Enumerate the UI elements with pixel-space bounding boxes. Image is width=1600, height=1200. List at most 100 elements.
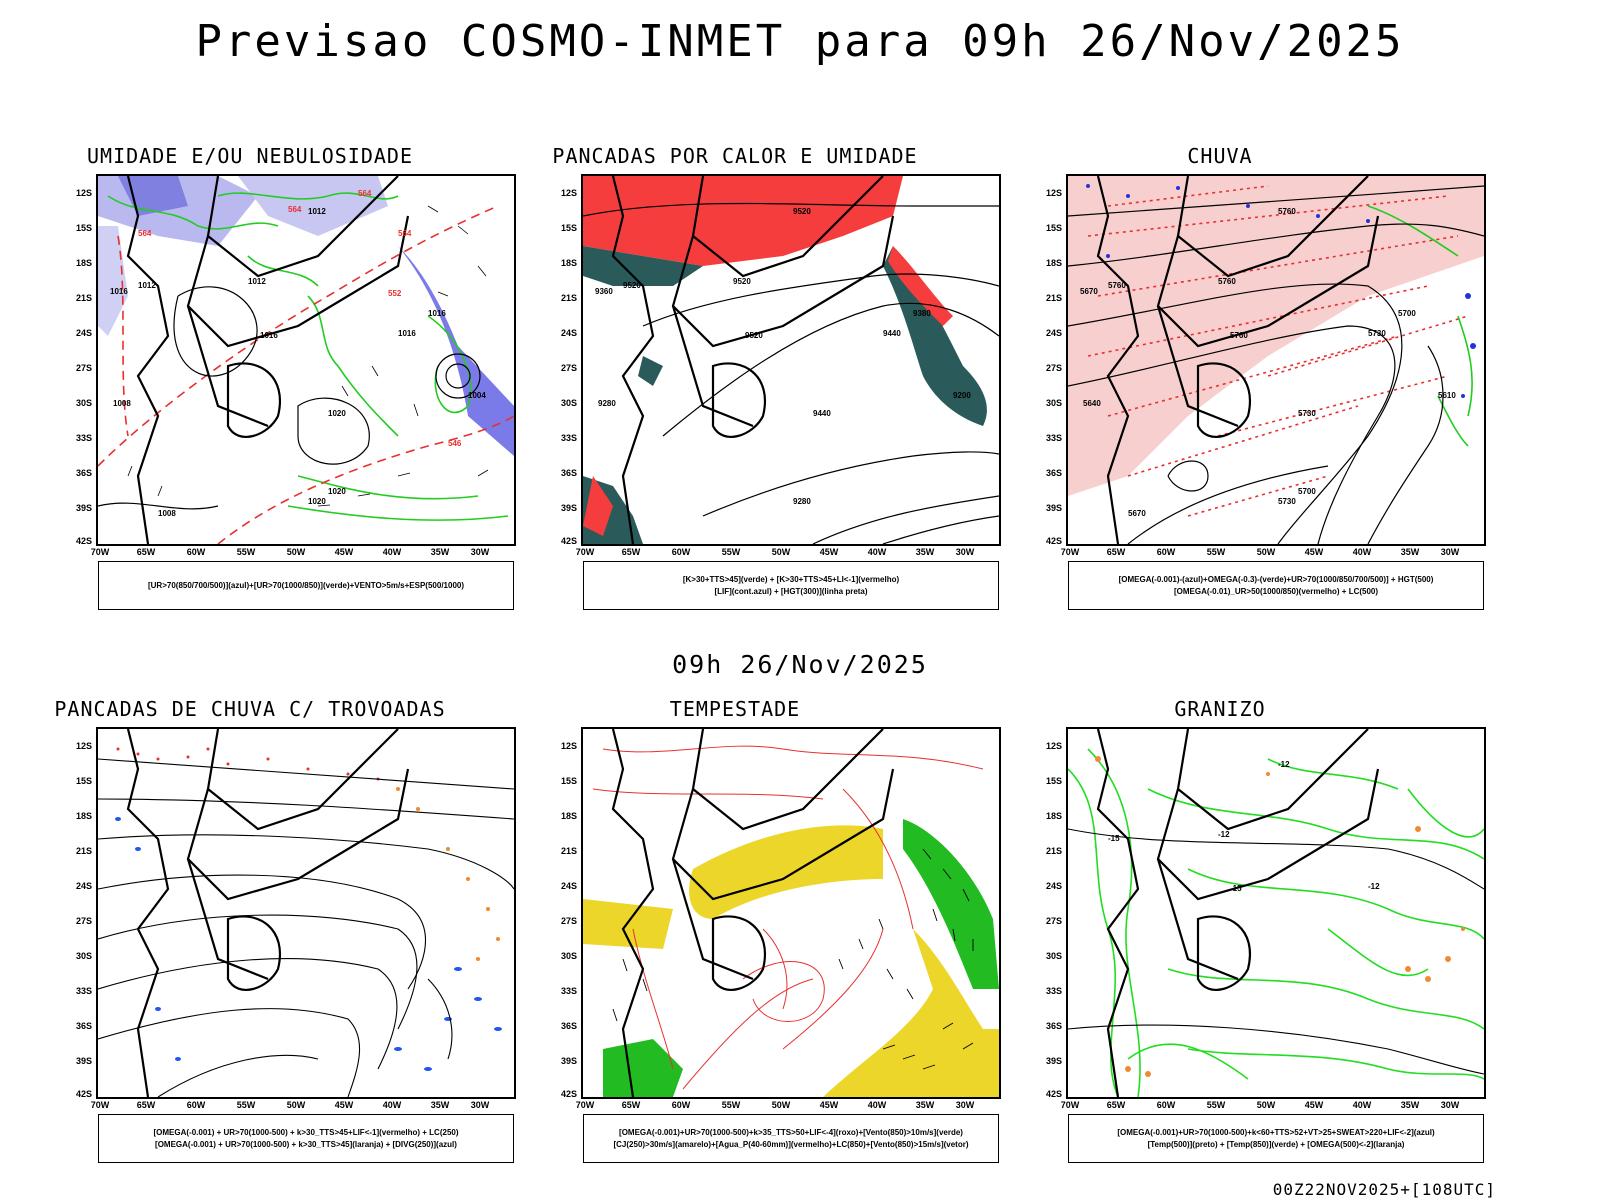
contour-value-label: 1016 — [260, 331, 278, 340]
legend-line: [OMEGA(-0.01)_UR>50(1000/850)(vermelho) … — [1173, 586, 1379, 596]
lon-tick-label: 45W — [1304, 1100, 1324, 1110]
lon-tick-label: 55W — [236, 547, 256, 557]
contour-value-label: 9520 — [745, 331, 763, 340]
lon-tick-label: 65W — [1106, 547, 1126, 557]
contour-value-label: 5700 — [1298, 487, 1316, 496]
forecast-run-footer: 00Z22NOV2025+[108UTC] — [1272, 1180, 1496, 1199]
lon-tick-label: 45W — [334, 547, 354, 557]
lat-tick-label: 33S — [560, 986, 577, 996]
lon-tick-label: 40W — [382, 547, 402, 557]
contour-value-label: 5670 — [1128, 509, 1146, 518]
lat-tick-label: 12S — [75, 741, 92, 751]
lon-tick-label: 65W — [621, 547, 641, 557]
lat-tick-label: 18S — [560, 811, 577, 821]
lat-tick-label: 21S — [1045, 293, 1062, 303]
lat-tick-label: 39S — [1045, 1056, 1062, 1066]
panel-storm: TEMPESTADE — [485, 697, 1001, 1197]
lon-tick-label: 60W — [671, 547, 691, 557]
lon-tick-label: 50W — [286, 547, 306, 557]
lat-tick-label: 39S — [75, 503, 92, 513]
lat-tick-label: 42S — [75, 1089, 92, 1099]
mid-title: 09h 26/Nov/2025 — [672, 650, 928, 679]
lat-tick-label: 42S — [560, 536, 577, 546]
lat-tick-label: 36S — [1045, 1021, 1062, 1031]
lon-tick-label: 45W — [819, 547, 839, 557]
legend-line: [K>30+TTS>45](verde) + [K>30+TTS>45+LI<-… — [682, 574, 900, 584]
legend-line: [LIF](cont.azul) + [HGT(300)](linha pret… — [714, 586, 868, 596]
lat-tick-label: 27S — [75, 363, 92, 373]
legend-line: [OMEGA(-0.001) + UR>70(1000-500) + k>30_… — [155, 1139, 457, 1149]
lat-tick-label: 30S — [1045, 951, 1062, 961]
lon-tick-label: 35W — [1400, 547, 1420, 557]
main-title: Previsao COSMO-INMET para 09h 26/Nov/202… — [195, 16, 1405, 67]
lon-tick-label: 70W — [90, 547, 110, 557]
lat-tick-label: 12S — [560, 188, 577, 198]
contour-value-label: 1012 — [248, 277, 266, 286]
lon-tick-label: 50W — [286, 1100, 306, 1110]
lat-tick-label: 21S — [75, 846, 92, 856]
lon-tick-label: 55W — [721, 1100, 741, 1110]
contour-value-label: 9360 — [595, 287, 613, 296]
panel-humidity: UMIDADE E/OU NEBULOSIDADE — [0, 144, 516, 644]
map-frame: 1012 1012 1012 1016 1016 1020 1016 1016 1008 1004… — [96, 174, 516, 546]
lon-tick-label: 55W — [721, 547, 741, 557]
map-canvas: 1012 1012 1012 1016 1016 1020 1016 1016 1008 1004… — [98, 176, 514, 544]
lon-tick-label: 60W — [186, 547, 206, 557]
contour-value-label: 564 — [398, 229, 412, 238]
lon-tick-label: 50W — [771, 547, 791, 557]
lon-tick-label: 65W — [1106, 1100, 1126, 1110]
lat-tick-label: 30S — [75, 398, 92, 408]
contour-value-label: -15 — [1230, 884, 1242, 893]
contour-value-label: 1016 — [398, 329, 416, 338]
legend-line: [Temp(500)](preto) + [Temp(850)](verde) … — [1147, 1139, 1405, 1149]
lon-tick-label: 40W — [867, 1100, 887, 1110]
lat-tick-label: 24S — [560, 328, 577, 338]
lon-tick-label: 60W — [1156, 1100, 1176, 1110]
lat-tick-label: 24S — [75, 881, 92, 891]
contour-value-label: 5640 — [1083, 399, 1101, 408]
lon-tick-label: 40W — [382, 1100, 402, 1110]
lon-tick-label: 70W — [575, 1100, 595, 1110]
lon-tick-label: 35W — [915, 547, 935, 557]
lon-tick-label: 35W — [430, 547, 450, 557]
lat-tick-label: 36S — [560, 468, 577, 478]
lat-tick-label: 39S — [560, 1056, 577, 1066]
contour-value-label: 1008 — [158, 509, 176, 518]
lat-tick-label: 30S — [560, 398, 577, 408]
contour-value-label: 552 — [388, 289, 402, 298]
legend-line: [OMEGA(-0.001)+UR>70(1000-500)+k<60+TTS>… — [1117, 1127, 1435, 1137]
lon-tick-label: 50W — [771, 1100, 791, 1110]
legend-line: [OMEGA(-0.001)+UR>70(1000-500)+k>35_TTS>… — [619, 1127, 963, 1137]
contour-value-label: -12 — [1368, 882, 1380, 891]
lat-tick-label: 36S — [75, 1021, 92, 1031]
lon-tick-label: 70W — [575, 547, 595, 557]
lat-tick-label: 18S — [75, 811, 92, 821]
lat-tick-label: 27S — [1045, 363, 1062, 373]
contour-value-label: 9280 — [598, 399, 616, 408]
lon-tick-label: 65W — [136, 547, 156, 557]
lon-tick-label: 30W — [470, 1100, 490, 1110]
lon-tick-label: 65W — [621, 1100, 641, 1110]
panel-hail: GRANIZO — [970, 697, 1486, 1197]
contour-value-label: 5760 — [1218, 277, 1236, 286]
lon-tick-label: 60W — [1156, 547, 1176, 557]
lat-tick-label: 21S — [560, 846, 577, 856]
legend-box: [UR>70(850/700/500)](azul)+[UR>70(1000/8… — [98, 561, 514, 610]
lat-tick-label: 39S — [1045, 503, 1062, 513]
legend-box: [OMEGA(-0.001)+UR>70(1000-500)+k<60+TTS>… — [1068, 1114, 1484, 1163]
lat-tick-label: 27S — [560, 916, 577, 926]
lat-tick-label: 18S — [1045, 811, 1062, 821]
lat-tick-label: 15S — [560, 223, 577, 233]
lon-tick-label: 70W — [1060, 1100, 1080, 1110]
lon-tick-label: 45W — [334, 1100, 354, 1110]
lon-tick-label: 60W — [186, 1100, 206, 1110]
lat-tick-label: 15S — [1045, 776, 1062, 786]
contour-value-label: -12 — [1218, 830, 1230, 839]
lat-tick-label: 36S — [1045, 468, 1062, 478]
lat-tick-label: 15S — [75, 223, 92, 233]
lon-tick-label: 70W — [90, 1100, 110, 1110]
lon-tick-label: 55W — [236, 1100, 256, 1110]
legend-line: [OMEGA(-0.001)-(azul)+OMEGA(-0.3)-(verde… — [1118, 574, 1434, 584]
contour-value-label: 1008 — [113, 399, 131, 408]
contour-value-label: 1020 — [308, 497, 326, 506]
